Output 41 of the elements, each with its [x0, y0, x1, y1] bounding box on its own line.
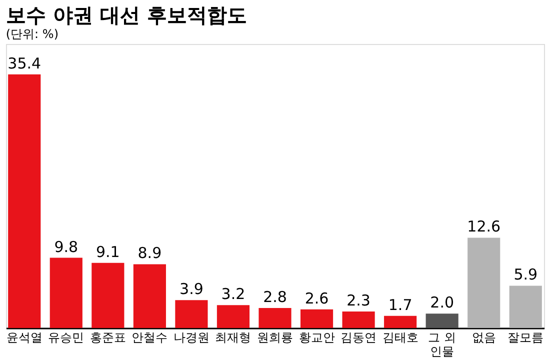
bar	[468, 238, 500, 328]
x-tick-label: 김태호	[382, 330, 418, 344]
data-label: 8.9	[138, 244, 162, 262]
data-label: 35.4	[8, 54, 42, 72]
bar	[509, 286, 542, 328]
data-label: 9.1	[96, 242, 120, 261]
x-tick-label: 그 외 인물	[428, 330, 456, 358]
data-label: 2.6	[304, 289, 329, 308]
bar	[384, 316, 417, 328]
bar	[426, 314, 458, 328]
x-tick-label: 없음	[472, 330, 496, 344]
bar	[216, 305, 250, 328]
bar	[342, 312, 375, 328]
x-tick-label: 홍준표	[90, 330, 126, 344]
x-tick-label: 잘모름	[508, 330, 544, 344]
bar	[300, 309, 334, 328]
data-label: 2.8	[263, 288, 287, 306]
data-label: 5.9	[514, 266, 538, 284]
bar	[133, 264, 166, 328]
data-label: 2.0	[430, 294, 454, 312]
x-tick-label: 나경원	[173, 330, 210, 344]
x-tick-label: 안철수	[132, 330, 168, 344]
bar	[50, 258, 82, 328]
x-tick-label: 김동연	[340, 330, 377, 344]
data-label: 12.6	[467, 218, 501, 236]
chart-subtitle: (단위: %)	[6, 27, 59, 41]
data-label: 3.9	[180, 280, 204, 298]
chart-title: 보수 야권 대선 후보적합도	[6, 3, 247, 27]
x-tick-label: 황교안	[298, 330, 335, 344]
bar	[258, 308, 292, 328]
data-label: 9.8	[54, 238, 78, 256]
x-tick-label: 원희룡	[257, 330, 293, 344]
x-tick-label: 유승민	[48, 330, 84, 344]
bar	[175, 300, 208, 328]
data-label: 1.7	[388, 296, 412, 314]
data-label: 3.2	[221, 285, 246, 304]
data-label: 2.3	[346, 292, 370, 310]
bar	[92, 262, 124, 328]
x-tick-label: 윤석열	[6, 330, 42, 344]
bar	[8, 74, 41, 328]
x-tick-label: 최재형	[215, 330, 252, 344]
